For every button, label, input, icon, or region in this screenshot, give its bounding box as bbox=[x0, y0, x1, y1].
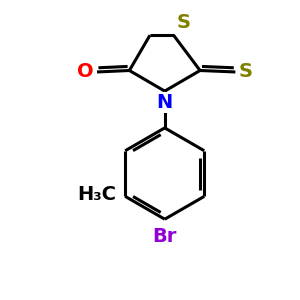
Text: S: S bbox=[239, 62, 253, 82]
Text: Br: Br bbox=[152, 226, 177, 246]
Text: N: N bbox=[157, 94, 173, 112]
Text: H₃C: H₃C bbox=[77, 185, 116, 204]
Text: O: O bbox=[77, 62, 94, 82]
Text: S: S bbox=[177, 13, 191, 32]
